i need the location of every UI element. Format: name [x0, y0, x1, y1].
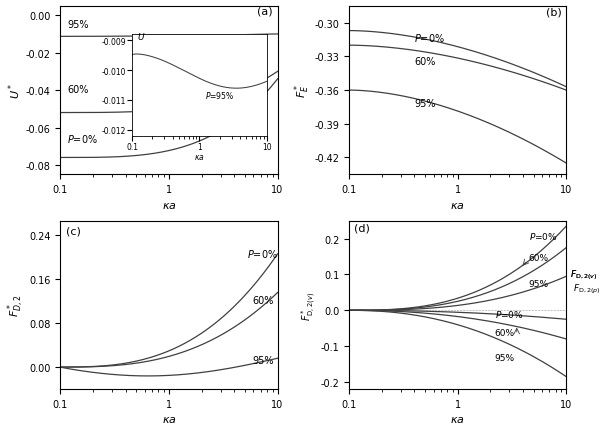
Text: 95%: 95%: [528, 280, 549, 288]
X-axis label: $\kappa a$: $\kappa a$: [450, 200, 465, 210]
Y-axis label: $F_{D,2}^*$: $F_{D,2}^*$: [5, 294, 27, 316]
Text: $F_{{\rm D},2(p)}$: $F_{{\rm D},2(p)}$: [573, 283, 601, 296]
Text: 95%: 95%: [67, 20, 88, 30]
Text: $F_{{\rm D},2(v)}$: $F_{{\rm D},2(v)}$: [570, 268, 598, 282]
Text: (d): (d): [355, 223, 370, 233]
Text: 60%: 60%: [252, 295, 273, 305]
Y-axis label: $U^*$: $U^*$: [6, 83, 23, 99]
X-axis label: $\kappa a$: $\kappa a$: [162, 415, 176, 424]
Y-axis label: $F_E^*$: $F_E^*$: [292, 84, 311, 98]
Text: $P$=0%: $P$=0%: [247, 247, 278, 259]
Text: 60%: 60%: [528, 254, 549, 263]
Text: 60%: 60%: [495, 328, 515, 337]
Text: (b): (b): [546, 8, 562, 18]
Y-axis label: $F_{{\rm D},2(v)}^*$: $F_{{\rm D},2(v)}^*$: [299, 291, 318, 320]
Text: $P$=0%: $P$=0%: [415, 31, 445, 43]
X-axis label: $\kappa a$: $\kappa a$: [450, 415, 465, 424]
Text: 95%: 95%: [252, 355, 273, 366]
Text: (c): (c): [66, 226, 81, 236]
Text: $P$=0%: $P$=0%: [528, 230, 558, 241]
Text: (a): (a): [258, 6, 273, 16]
Text: 95%: 95%: [415, 98, 436, 108]
Text: 95%: 95%: [495, 353, 515, 362]
Text: $P$=0%: $P$=0%: [495, 309, 524, 320]
X-axis label: $\kappa a$: $\kappa a$: [162, 200, 176, 210]
Text: 60%: 60%: [67, 85, 88, 95]
Text: 60%: 60%: [415, 57, 436, 67]
Text: $P$=0%: $P$=0%: [67, 133, 98, 145]
Text: $F_{{\rm D},2(v)}$: $F_{{\rm D},2(v)}$: [570, 268, 598, 282]
